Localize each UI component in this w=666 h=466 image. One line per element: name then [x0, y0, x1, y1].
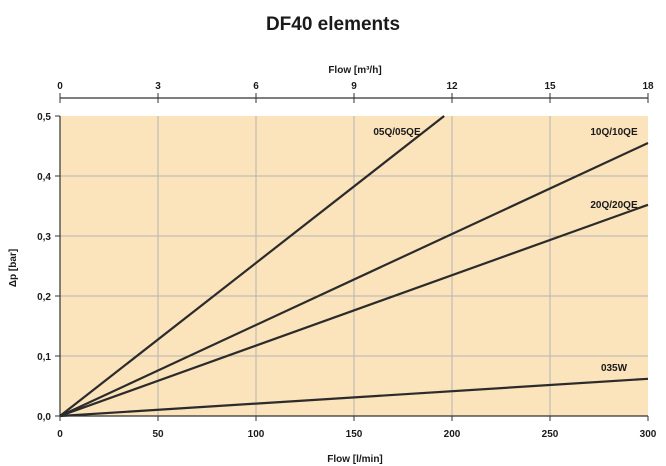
series-label-4: 035W [601, 363, 628, 374]
y-axis-label: Δp [bar] [8, 249, 19, 287]
x2-tick-label: 15 [544, 81, 556, 92]
x-tick-label: 0 [57, 429, 63, 440]
series-line-3 [59, 203, 649, 418]
series-labels: 05Q/05QE 10Q/10QE 20Q/20QE 035W [373, 127, 638, 374]
x2-tick-label: 12 [446, 81, 458, 92]
x2-tick-label: 6 [253, 81, 259, 92]
series-label-3: 20Q/20QE [590, 200, 638, 211]
series-line-2 [59, 142, 649, 417]
x-tick-label: 300 [640, 429, 657, 440]
series-line-4 [59, 377, 649, 418]
x-tick-label: 150 [346, 429, 363, 440]
y-tick-label: 0,5 [37, 112, 51, 123]
x-tick-label: 100 [248, 429, 265, 440]
x2-tick-label: 0 [57, 81, 63, 92]
x-tick-label: 200 [444, 429, 461, 440]
x2-tick-label: 3 [155, 81, 161, 92]
y-tick-label: 0,4 [37, 172, 51, 183]
axes [55, 93, 649, 421]
x2-axis-label: Flow [m³/h] [328, 65, 381, 76]
x2-tick-label: 18 [642, 81, 654, 92]
series-label-2: 10Q/10QE [590, 127, 638, 138]
x2-tick-label: 9 [351, 81, 357, 92]
x-axis-label: Flow [l/min] [327, 454, 383, 465]
x-tick-label: 50 [152, 429, 164, 440]
series-label-1: 05Q/05QE [373, 127, 421, 138]
tick-labels: 0 50 100 150 200 250 300 0 3 6 9 12 15 18 0,0 0,1 0,2 0,3… [37, 81, 657, 440]
chart-title: DF40 elements [266, 14, 400, 35]
x-tick-label: 250 [542, 429, 559, 440]
series-lines [59, 115, 649, 418]
y-tick-label: 0,3 [37, 232, 51, 243]
y-tick-label: 0,1 [37, 352, 51, 363]
grid [60, 116, 648, 416]
y-tick-label: 0,2 [37, 292, 51, 303]
series-line-1 [59, 115, 445, 417]
y-tick-label: 0,0 [37, 412, 51, 423]
